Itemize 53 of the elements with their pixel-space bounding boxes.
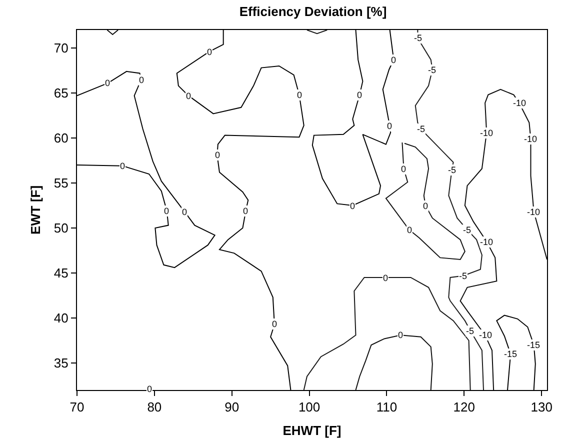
annotation: 0 [350, 201, 356, 211]
annotation: 0 [391, 55, 396, 65]
annotation: -10 [524, 134, 538, 144]
annotation: 0 [164, 206, 170, 216]
annotation: -5 [448, 165, 456, 175]
annotation: 0 [243, 206, 248, 216]
annotation: -10 [480, 237, 494, 247]
annotation: -5 [463, 225, 472, 235]
x-tick-label: 120 [453, 400, 475, 415]
x-tick-label: 100 [298, 400, 320, 415]
x-tick-label: 70 [70, 400, 84, 415]
y-tick-label: 65 [54, 86, 68, 101]
y-tick-label: 50 [54, 220, 68, 236]
y-tick-label: 40 [54, 310, 68, 326]
annotation: 0 [407, 225, 412, 235]
annotation: -5 [466, 326, 474, 336]
annotation: -10 [480, 128, 494, 138]
x-axis-title: EHWT [F] [282, 423, 342, 438]
annotation: 0 [401, 164, 406, 174]
annotation: 0 [186, 91, 192, 101]
annotation: 0 [215, 150, 220, 160]
annotation: -5 [428, 65, 436, 75]
annotation: -15 [527, 340, 540, 350]
y-tick-label: 55 [54, 176, 68, 191]
annotation: 0 [120, 161, 126, 171]
annotation: 0 [357, 90, 362, 100]
annotation: -5 [459, 271, 468, 281]
x-tick-label: 90 [224, 400, 240, 415]
y-tick-label: 35 [54, 356, 68, 371]
annotation: -15 [504, 349, 518, 359]
x-tick-label: 80 [147, 400, 162, 415]
y-tick-label: 70 [54, 40, 68, 56]
annotation: 0 [207, 47, 212, 57]
y-tick-label: 60 [54, 130, 68, 146]
annotation: 0 [105, 78, 110, 88]
annotation: 0 [423, 201, 428, 211]
chart-title: Efficiency Deviation [%] [239, 4, 387, 19]
annotation: 0 [383, 273, 388, 283]
annotation: 0 [147, 384, 152, 394]
annotation: -5 [417, 124, 426, 134]
annotation: -10 [527, 207, 540, 217]
annotation: -5 [414, 33, 422, 43]
annotation: 0 [297, 90, 302, 100]
x-tick-label: 130 [530, 400, 552, 415]
annotation: 0 [387, 121, 392, 131]
annotation: 0 [272, 319, 278, 329]
annotation: -10 [479, 330, 492, 340]
annotation: -10 [513, 98, 526, 108]
annotation: 0 [139, 75, 144, 85]
y-tick-label: 45 [54, 266, 68, 281]
y-axis-title: EWT [F] [28, 185, 43, 235]
annotation: 0 [182, 207, 188, 217]
x-tick-label: 110 [376, 400, 398, 415]
